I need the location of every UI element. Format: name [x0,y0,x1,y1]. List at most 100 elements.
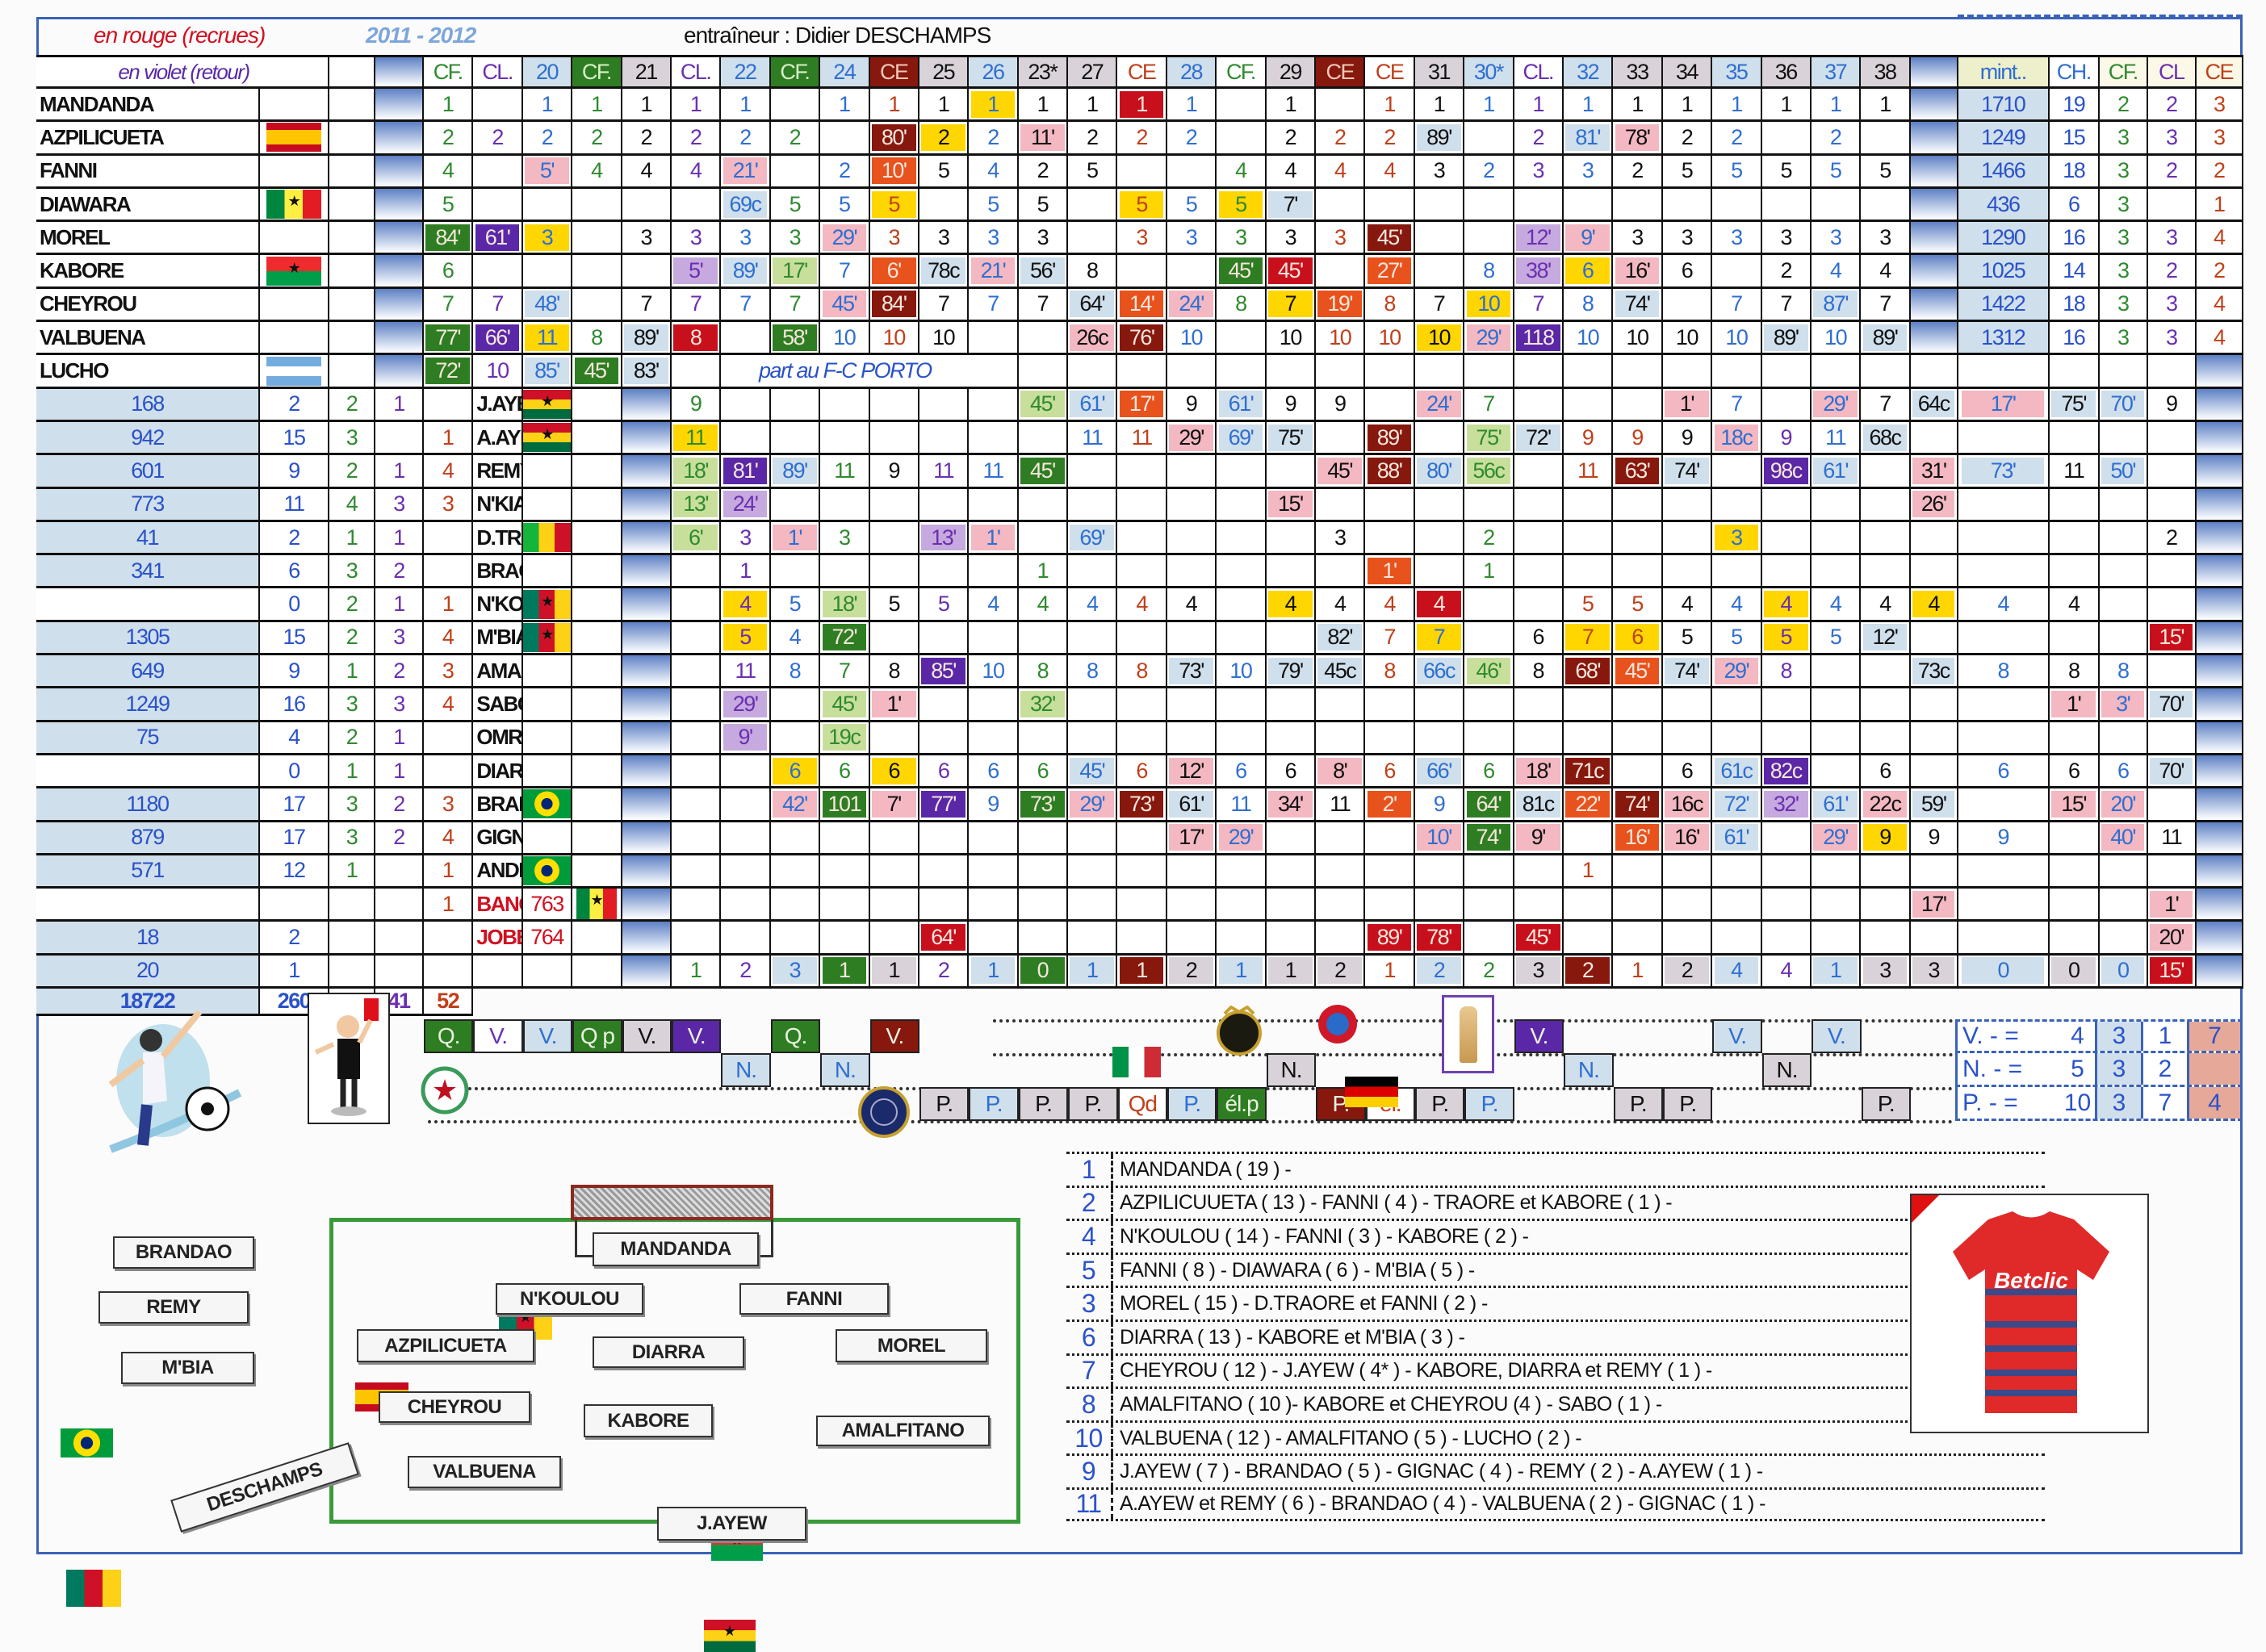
match-cell: 29' [1167,421,1217,456]
match-cell [473,188,523,223]
match-cell: 9 [1167,388,1217,422]
match-column-header[interactable]: 23* [1018,57,1069,89]
match-column-header[interactable]: CF. [424,57,474,89]
player-name[interactable]: ANDRADE [473,855,523,889]
match-cell: 38' [1514,255,1564,289]
player-name[interactable]: AMALFITANO [473,655,523,689]
match-column-header[interactable]: 36 [1761,57,1812,89]
flag-cell [522,388,573,422]
player-name[interactable]: BRACIGLIANO [473,555,523,589]
match-column-header[interactable]: CL. [671,57,722,89]
player-name[interactable]: OMRANI [473,721,523,755]
result-top-box: Q. [770,1019,821,1053]
match-column-header[interactable]: 24 [820,57,870,89]
match-column-header[interactable]: CF. [1217,57,1267,89]
match-column-header[interactable]: 30* [1464,57,1514,89]
match-column-header[interactable]: 27 [1068,57,1118,89]
match-cell [1761,355,1812,389]
player-name[interactable]: REMY [473,455,523,489]
player-name[interactable]: JOBELLO [473,922,523,956]
cell-value: 7 [1384,625,1396,650]
cell-value [872,858,916,885]
match-column-header[interactable]: 35 [1712,57,1762,89]
stat-cell: 2 [375,788,424,822]
cell-value: 78' [1615,123,1660,151]
match-column-header[interactable]: CE [1365,57,1415,89]
cell-value [1467,124,1511,151]
match-cell: 78c [919,255,970,289]
match-column-header[interactable]: CE [869,57,919,89]
cell-value [773,391,817,417]
cell-value [1715,491,1759,517]
match-column-header[interactable]: CE [1316,57,1366,89]
match-column-header[interactable]: CF. [572,57,622,89]
match-cell: 3 [869,222,919,256]
stat-column-header[interactable]: CE [2196,57,2243,89]
dotted-line [428,1120,1954,1123]
match-column-header[interactable]: 25 [919,57,970,89]
match-column-header[interactable]: CL. [1514,57,1564,89]
gradient-divider [1910,288,1958,323]
match-cell [1910,755,1958,789]
cell-value: 3' [2101,691,2145,717]
match-column-header[interactable]: 29 [1266,57,1317,89]
cell-value: 4 [1334,592,1347,617]
match-column-header[interactable]: 22 [721,57,771,89]
match-column-header[interactable]: 38 [1861,57,1911,89]
stat-column-header[interactable]: CL [2147,57,2197,89]
cell-value [773,157,817,184]
player-name[interactable]: KABORE [36,255,260,289]
match-cell: 74' [1662,455,1713,489]
cell-value: 1 [640,91,652,116]
match-column-header[interactable]: 32 [1563,57,1614,89]
stat-column-header[interactable]: mint.. [1958,57,2050,89]
stat-cell: 3 [2147,288,2197,323]
player-name[interactable]: GIGNAC [473,822,523,855]
match-column-header[interactable]: 21 [622,57,672,89]
player-name[interactable]: CHEYROU [36,288,260,323]
match-cell: 32' [1018,688,1069,722]
match-column-header[interactable]: 33 [1613,57,1663,89]
match-column-header[interactable]: CE [1117,57,1167,89]
player-name[interactable]: DIARRA [473,755,523,789]
match-column-header[interactable]: 20 [522,57,573,89]
cell-value: 6 [1615,624,1660,651]
match-column-header[interactable]: 31 [1414,57,1465,89]
player-name[interactable]: MANDANDA [36,89,260,123]
match-cell [770,889,821,922]
player-name[interactable]: DIAWARA [36,188,260,223]
player-name[interactable]: VALBUENA [36,322,260,356]
player-name[interactable]: N'KOULOU [473,588,523,622]
player-name[interactable]: MOREL [36,222,260,256]
player-name[interactable]: FANNI [36,155,260,189]
flag-cell [260,255,329,289]
cell-value: 75' [1466,424,1511,451]
player-name[interactable]: J.AYEW [473,388,523,422]
match-cell: 29' [1811,822,1862,855]
cell-value: 3 [1631,224,1644,249]
cell-value [1268,624,1313,650]
player-name[interactable]: A.AYEW [473,421,523,456]
match-column-header[interactable]: 26 [969,57,1019,89]
stat-column-header[interactable]: CH. [2049,57,2100,89]
player-name[interactable]: BANGOURA [473,889,523,922]
result-mid-box: N. [1266,1053,1317,1087]
player-name[interactable]: N'KIASALA [473,488,523,522]
player-name[interactable]: M'BIA [473,621,523,656]
cell-value [1020,525,1065,551]
stat-column-header[interactable]: CF. [2099,57,2148,89]
player-name[interactable]: SABO [473,688,523,722]
cell-value: 29' [1466,324,1511,351]
player-name[interactable]: BRANDAO [473,788,523,822]
match-column-header[interactable]: CL. [473,57,523,89]
match-column-header[interactable]: CF. [770,57,821,89]
match-column-header[interactable]: 28 [1167,57,1217,89]
total-cell: 1 [1117,955,1167,989]
match-column-header[interactable]: 37 [1811,57,1862,89]
match-column-header[interactable]: 34 [1662,57,1713,89]
player-name[interactable]: D.TRAORE [473,521,523,556]
player-name[interactable]: AZPILICUETA [36,122,260,156]
match-cell: 81c [1514,788,1564,822]
player-name[interactable]: LUCHO [36,355,260,389]
match-cell [1464,188,1514,223]
